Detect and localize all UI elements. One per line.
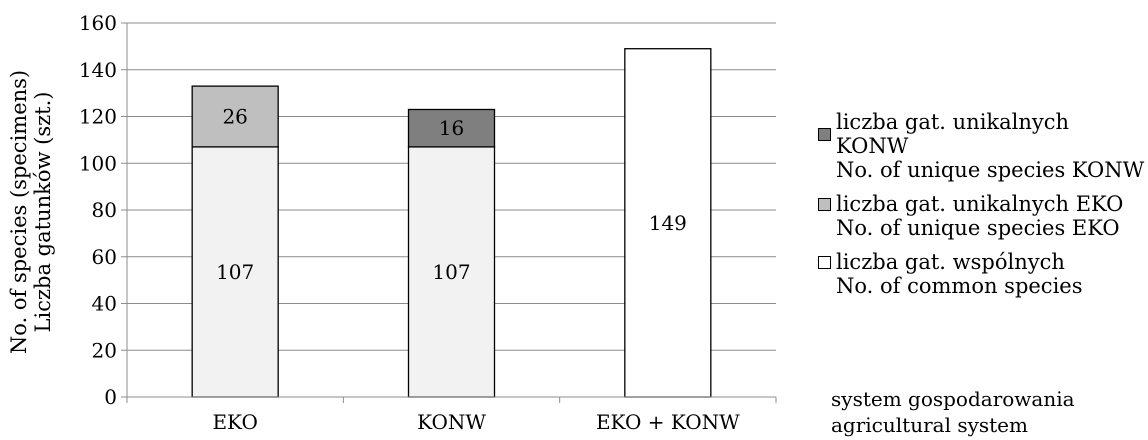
bar-segment xyxy=(191,85,279,148)
legend-swatch xyxy=(818,255,831,269)
y-tick-label: 160 xyxy=(79,11,117,35)
x-tick-label: EKO xyxy=(212,410,257,434)
x-axis: EKO KONW EKO + KONW xyxy=(126,396,777,434)
legend-label: liczba gat. unikalnych EKO xyxy=(836,192,1124,216)
x-axis-caption-pl: system gospodarowania xyxy=(831,387,1075,411)
legend-label-en: No. of unique species KONW xyxy=(836,158,1145,182)
y-tick-label: 60 xyxy=(92,245,117,269)
y-tick-label: 140 xyxy=(79,58,117,82)
legend-item-unique-konw: liczba gat. unikalnych KONW No. of uniqu… xyxy=(818,110,1148,182)
legend-item-unique-eko: liczba gat. unikalnych EKO No. of unique… xyxy=(818,192,1148,240)
y-tick-label: 120 xyxy=(79,105,117,129)
y-tick-label: 0 xyxy=(104,385,117,409)
y-axis-title-line2: Liczba gatunków (szt.) xyxy=(31,92,55,333)
legend-swatch xyxy=(818,197,831,211)
data-label: 107 xyxy=(216,260,254,284)
data-label: 26 xyxy=(222,105,247,129)
x-axis-caption-en: agricultural system xyxy=(831,413,1028,437)
y-tick-label: 80 xyxy=(92,198,117,222)
bar-segment xyxy=(407,108,496,148)
legend: liczba gat. unikalnych KONW No. of uniqu… xyxy=(818,110,1148,308)
bar-segment xyxy=(624,48,712,398)
data-label: 107 xyxy=(432,260,470,284)
legend-label-en: No. of common species xyxy=(836,274,1083,298)
data-label: 16 xyxy=(439,116,464,140)
bar-segment xyxy=(191,146,279,398)
legend-swatch xyxy=(818,127,831,141)
legend-label: liczba gat. wspólnych xyxy=(836,250,1065,274)
y-tick-label: 100 xyxy=(79,151,117,175)
legend-label-en: No. of unique species EKO xyxy=(836,216,1120,240)
data-labels: 107 26 107 16 149 xyxy=(216,105,687,284)
x-tick-label: EKO + KONW xyxy=(596,410,740,434)
legend-label: liczba gat. unikalnych KONW xyxy=(836,110,1070,158)
legend-item-common: liczba gat. wspólnych No. of common spec… xyxy=(818,250,1148,298)
y-axis-title-line1: No. of species (specimens) xyxy=(7,70,31,354)
bar-segment xyxy=(407,146,496,398)
x-tick-label: KONW xyxy=(417,410,486,434)
y-axis: 0 20 40 60 80 100 120 140 160 xyxy=(79,11,128,409)
y-tick-label: 20 xyxy=(92,338,117,362)
y-tick-label: 40 xyxy=(92,292,117,316)
bars xyxy=(191,48,712,398)
x-axis-caption: system gospodarowania agricultural syste… xyxy=(831,386,1075,438)
data-label: 149 xyxy=(649,211,687,235)
